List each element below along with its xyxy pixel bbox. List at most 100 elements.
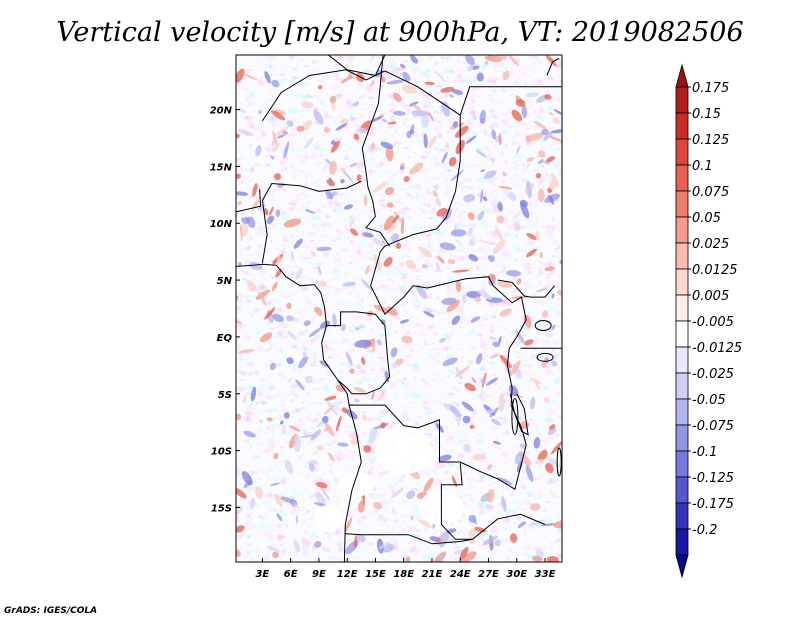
- field-patch: [516, 145, 521, 154]
- field-patch: [526, 132, 544, 142]
- field-patch: [495, 227, 504, 242]
- colorbar-segment: [675, 190, 689, 218]
- field-patch: [500, 399, 506, 413]
- field-patch: [285, 315, 294, 322]
- field-patch: [545, 462, 554, 474]
- field-patch: [260, 198, 265, 215]
- field-patch: [350, 228, 359, 236]
- field-patch: [529, 519, 546, 526]
- border-line: [327, 55, 386, 77]
- field-patch: [354, 398, 360, 403]
- field-patch: [548, 112, 554, 116]
- lake-outline: [511, 397, 519, 435]
- field-patch: [324, 126, 330, 134]
- colorbar-segment: [675, 450, 689, 478]
- field-patch: [236, 487, 247, 499]
- field-patch: [499, 354, 512, 368]
- field-patch: [469, 424, 475, 429]
- field-patch: [480, 378, 486, 385]
- field-patch: [330, 140, 337, 146]
- colorbar-segment: [675, 138, 689, 166]
- field-patch: [386, 202, 394, 208]
- field-patch: [266, 215, 274, 225]
- field-patch: [354, 339, 372, 348]
- field-patch: [280, 420, 284, 425]
- field-patch: [435, 261, 441, 271]
- field-patch: [387, 121, 397, 125]
- field-patch: [325, 189, 334, 200]
- field-patch: [525, 465, 534, 482]
- field-patch: [258, 291, 267, 306]
- field-patch: [535, 230, 540, 242]
- field-patch: [328, 177, 332, 182]
- colorbar-segment: [675, 216, 689, 244]
- field-patch: [340, 167, 346, 173]
- field-patch: [433, 551, 447, 562]
- field-patch: [465, 55, 475, 66]
- field-patch: [550, 441, 562, 455]
- colorbar-label: 0.125: [692, 133, 729, 148]
- field-patch: [537, 150, 546, 158]
- field-patch: [277, 534, 284, 541]
- field-patch: [394, 358, 404, 366]
- field-patch: [264, 307, 276, 320]
- field-patch: [368, 426, 378, 444]
- field-patch: [416, 284, 428, 299]
- colorbar-label: 0.0125: [692, 263, 738, 278]
- field-patch: [310, 251, 317, 257]
- field-patch: [317, 85, 323, 90]
- x-tick-label: 15E: [365, 569, 386, 580]
- field-patch: [498, 336, 502, 345]
- field-patch: [295, 379, 305, 391]
- colorbar-label: 0.15: [692, 107, 721, 122]
- field-patch: [542, 310, 549, 318]
- field-patch: [448, 156, 457, 167]
- border-line: [546, 57, 560, 76]
- field-patch: [340, 179, 345, 184]
- field-patch: [266, 417, 273, 422]
- field-patch: [551, 293, 555, 299]
- field-patch: [463, 194, 476, 203]
- field-patch: [538, 159, 544, 164]
- field-patch: [272, 142, 281, 153]
- y-axis: 20N 15N 10N 5N EQ 5S 10S 15S: [210, 106, 240, 514]
- field-patch: [316, 445, 325, 451]
- y-tick-label: EQ: [217, 333, 233, 344]
- field-patch: [271, 281, 278, 292]
- colorbar-bottom-arrow: [675, 554, 689, 579]
- field-patch: [241, 471, 253, 486]
- field-patch: [438, 552, 445, 562]
- calm-area: [375, 426, 432, 475]
- field-patch: [280, 496, 294, 503]
- field-patch: [544, 266, 556, 272]
- colorbar-segment: [675, 528, 689, 556]
- colorbar-segment: [675, 164, 689, 192]
- field-patch: [331, 102, 336, 112]
- field-patch: [370, 80, 375, 87]
- border-line: [236, 189, 262, 213]
- field-patch: [412, 104, 422, 111]
- field-patch: [489, 255, 496, 263]
- field-patch: [273, 452, 279, 460]
- lake-outline: [536, 352, 554, 362]
- field-patch: [455, 367, 463, 380]
- field-patch: [479, 109, 486, 124]
- field-patch: [444, 144, 450, 148]
- field-patch: [545, 55, 557, 67]
- field-patch: [537, 449, 548, 462]
- field-patch: [496, 281, 513, 288]
- field-patch: [276, 513, 283, 522]
- field-patch: [288, 425, 301, 432]
- field-patch: [477, 210, 485, 221]
- field-patch: [362, 413, 367, 421]
- field-patch: [450, 229, 467, 237]
- colorbar-label: -0.025: [692, 367, 734, 382]
- field-patch: [399, 319, 410, 324]
- field-patch: [324, 422, 335, 437]
- colorbar-segment: [675, 112, 689, 140]
- field-patch: [252, 182, 258, 197]
- field-patch: [386, 224, 398, 234]
- y-tick-label: 10N: [210, 219, 233, 230]
- field-patch: [462, 415, 471, 424]
- field-patch: [468, 528, 477, 538]
